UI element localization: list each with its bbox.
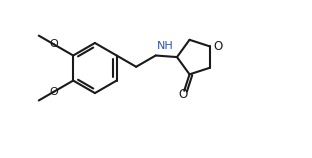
Text: O: O <box>49 39 58 49</box>
Text: NH: NH <box>157 41 174 51</box>
Text: O: O <box>178 88 188 101</box>
Text: O: O <box>49 87 58 97</box>
Text: O: O <box>213 40 222 53</box>
